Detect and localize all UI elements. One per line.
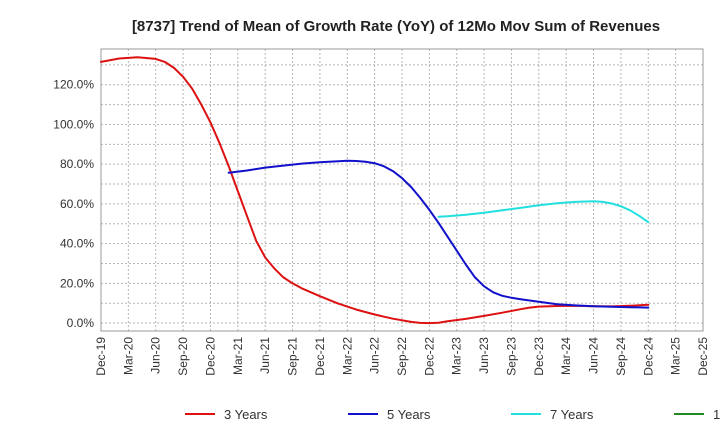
x-tick-label: Mar-24 [559, 337, 573, 375]
x-tick-label: Jun-23 [477, 337, 491, 374]
x-tick-label: Dec-19 [94, 337, 108, 376]
x-tick-label: Sep-23 [504, 337, 518, 376]
x-tick-label: Sep-22 [395, 337, 409, 376]
x-tick-label: Mar-23 [450, 337, 464, 375]
y-tick-label: 120.0% [53, 78, 94, 92]
chart-title: [8737] Trend of Mean of Growth Rate (YoY… [132, 18, 660, 35]
series-line-7-years [437, 200, 650, 224]
x-tick-label: Mar-21 [231, 337, 245, 375]
legend-label-10-years: 10 Years [713, 407, 720, 422]
x-tick-label: Sep-24 [614, 337, 628, 376]
x-tick-label: Jun-20 [149, 337, 163, 374]
y-tick-label: 100.0% [53, 117, 94, 131]
x-tick-label: Dec-24 [641, 337, 655, 376]
x-tick-label: Dec-21 [313, 337, 327, 376]
x-axis-tick-labels: Dec-19 Mar-20 Jun-20 Sep-20 Dec-20 Mar-21 Jun-… [94, 337, 710, 376]
x-tick-label: Dec-23 [532, 337, 546, 376]
legend-label-7-years: 7 Years [550, 407, 594, 422]
x-tick-label: Jun-22 [368, 337, 382, 374]
legend: 3 Years 5 Years 7 Years 10 Years [185, 407, 720, 422]
x-tick-label: Mar-25 [669, 337, 683, 375]
x-tick-label: Dec-25 [696, 337, 710, 376]
x-tick-label: Dec-22 [422, 337, 436, 376]
y-tick-label: 20.0% [60, 276, 94, 290]
x-tick-label: Dec-20 [203, 337, 217, 376]
plot-area-frame [100, 48, 704, 332]
x-tick-label: Jun-21 [258, 337, 272, 374]
series-line-5-years [227, 159, 650, 309]
x-tick-label: Mar-22 [340, 337, 354, 375]
x-tick-label: Sep-20 [176, 337, 190, 376]
y-axis-tick-labels: 0.0% 20.0% 40.0% 60.0% 80.0% 100.0% 120.0% [53, 78, 94, 330]
y-tick-label: 80.0% [60, 157, 94, 171]
y-tick-label: 0.0% [67, 316, 95, 330]
grid-layer [100, 49, 704, 331]
series-line-3-years [100, 56, 650, 325]
series-layer [100, 56, 650, 325]
x-tick-label: Mar-20 [121, 337, 135, 375]
x-tick-label: Sep-21 [286, 337, 300, 376]
x-tick-label: Jun-24 [587, 337, 601, 374]
y-tick-label: 60.0% [60, 197, 94, 211]
y-tick-label: 40.0% [60, 237, 94, 251]
legend-label-5-years: 5 Years [387, 407, 431, 422]
legend-label-3-years: 3 Years [224, 407, 268, 422]
